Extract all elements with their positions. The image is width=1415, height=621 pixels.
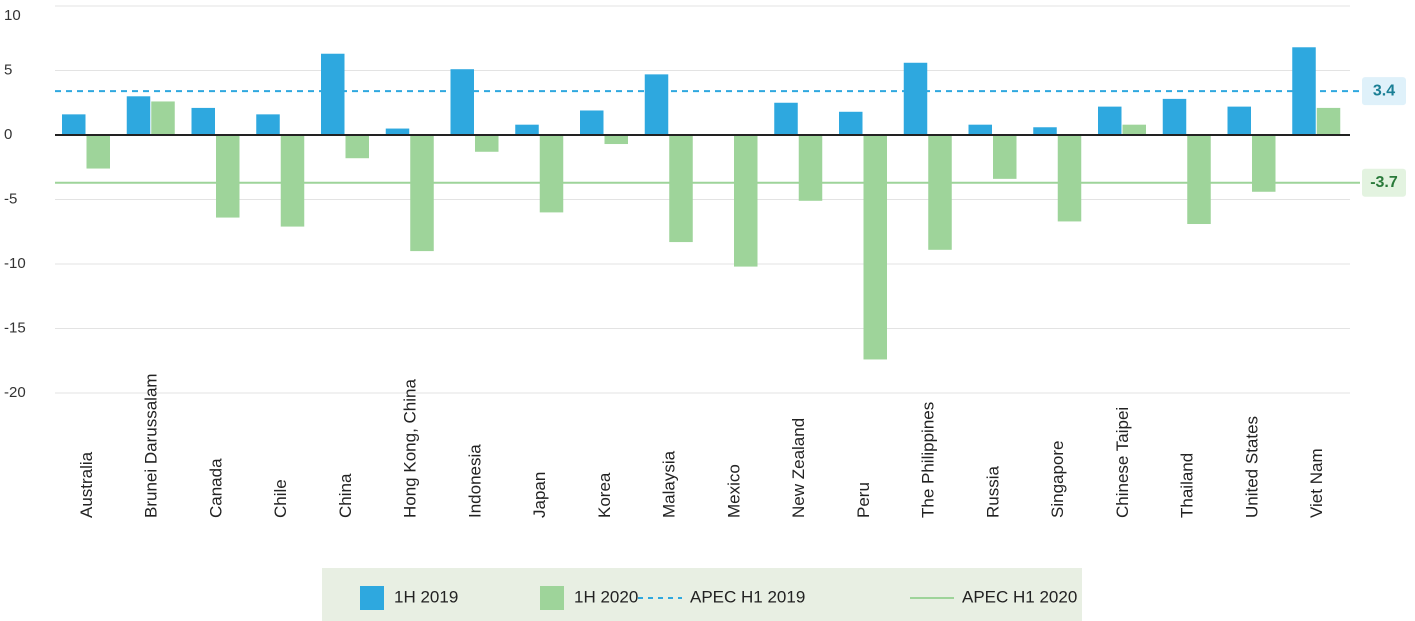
bar	[604, 135, 628, 145]
x-tick-label: New Zealand	[789, 418, 808, 518]
bar	[993, 135, 1017, 179]
y-tick-label: -20	[4, 384, 26, 401]
bar	[863, 135, 887, 360]
bar	[1057, 135, 1082, 222]
bar	[798, 135, 823, 201]
bar	[1252, 135, 1276, 192]
x-tick-label: Peru	[854, 482, 873, 518]
bar	[1162, 98, 1187, 135]
legend-label: 1H 2019	[394, 587, 458, 606]
bar	[450, 69, 474, 135]
reference-label-bg	[1362, 168, 1406, 197]
legend-swatch	[360, 586, 384, 610]
legend-swatch	[540, 586, 564, 610]
legend-label: 1H 2020	[574, 587, 638, 606]
y-tick-label: 0	[4, 126, 12, 143]
x-tick-label: Canada	[206, 458, 225, 518]
bar	[62, 114, 86, 135]
x-tick-label: Indonesia	[465, 444, 484, 518]
x-tick-label: Singapore	[1048, 440, 1067, 518]
x-tick-label: Brunei Darussalam	[142, 373, 161, 518]
y-tick-label: -5	[4, 190, 17, 207]
bar	[191, 107, 215, 135]
bar	[774, 102, 798, 135]
bar	[1033, 127, 1057, 135]
x-tick-label: Malaysia	[660, 450, 679, 518]
x-tick-label: The Philippines	[919, 402, 938, 518]
y-tick-label: -15	[4, 319, 26, 336]
legend-box	[322, 568, 1082, 621]
bar	[280, 135, 305, 227]
x-tick-label: Chile	[271, 479, 290, 518]
x-tick-label: Viet Nam	[1307, 448, 1326, 518]
legend-label: APEC H1 2019	[690, 587, 805, 606]
bar	[539, 135, 564, 213]
x-tick-label: Australia	[77, 451, 96, 518]
x-tick-label: Mexico	[724, 464, 743, 518]
bar	[839, 111, 863, 135]
x-tick-label: Korea	[595, 472, 614, 518]
x-tick-label: Thailand	[1178, 453, 1197, 518]
bar	[1098, 106, 1122, 135]
reference-label: 3.4	[1373, 82, 1395, 99]
bar	[410, 135, 434, 252]
bar	[1122, 124, 1146, 135]
reference-label: -3.7	[1370, 174, 1398, 191]
bar	[515, 124, 539, 135]
bar	[216, 135, 240, 218]
bar	[580, 110, 604, 135]
legend-label: APEC H1 2020	[962, 587, 1077, 606]
bar	[86, 135, 110, 169]
bar	[1316, 107, 1341, 135]
reference-label-bg	[1362, 77, 1406, 106]
y-tick-label: -10	[4, 255, 26, 272]
x-tick-label: Russia	[983, 465, 1002, 518]
bar	[1227, 106, 1251, 135]
bar	[968, 124, 992, 135]
bar	[644, 74, 669, 135]
bar	[475, 135, 499, 152]
x-tick-label: Japan	[530, 472, 549, 518]
bar	[1187, 135, 1211, 225]
bar	[928, 135, 952, 250]
bar	[151, 101, 175, 135]
x-tick-label: Hong Kong, China	[401, 379, 420, 518]
y-tick-label: 5	[4, 61, 12, 78]
y-tick-label: 10	[4, 7, 21, 24]
bar	[256, 114, 280, 135]
bar	[903, 62, 928, 136]
bar	[345, 135, 369, 159]
bar	[385, 128, 410, 135]
bar	[734, 135, 758, 267]
x-tick-label: Chinese Taipei	[1113, 407, 1132, 518]
bar	[126, 96, 151, 135]
bar	[669, 135, 693, 243]
bar	[321, 53, 345, 136]
x-tick-label: United States	[1242, 416, 1261, 518]
x-tick-label: China	[336, 473, 355, 518]
